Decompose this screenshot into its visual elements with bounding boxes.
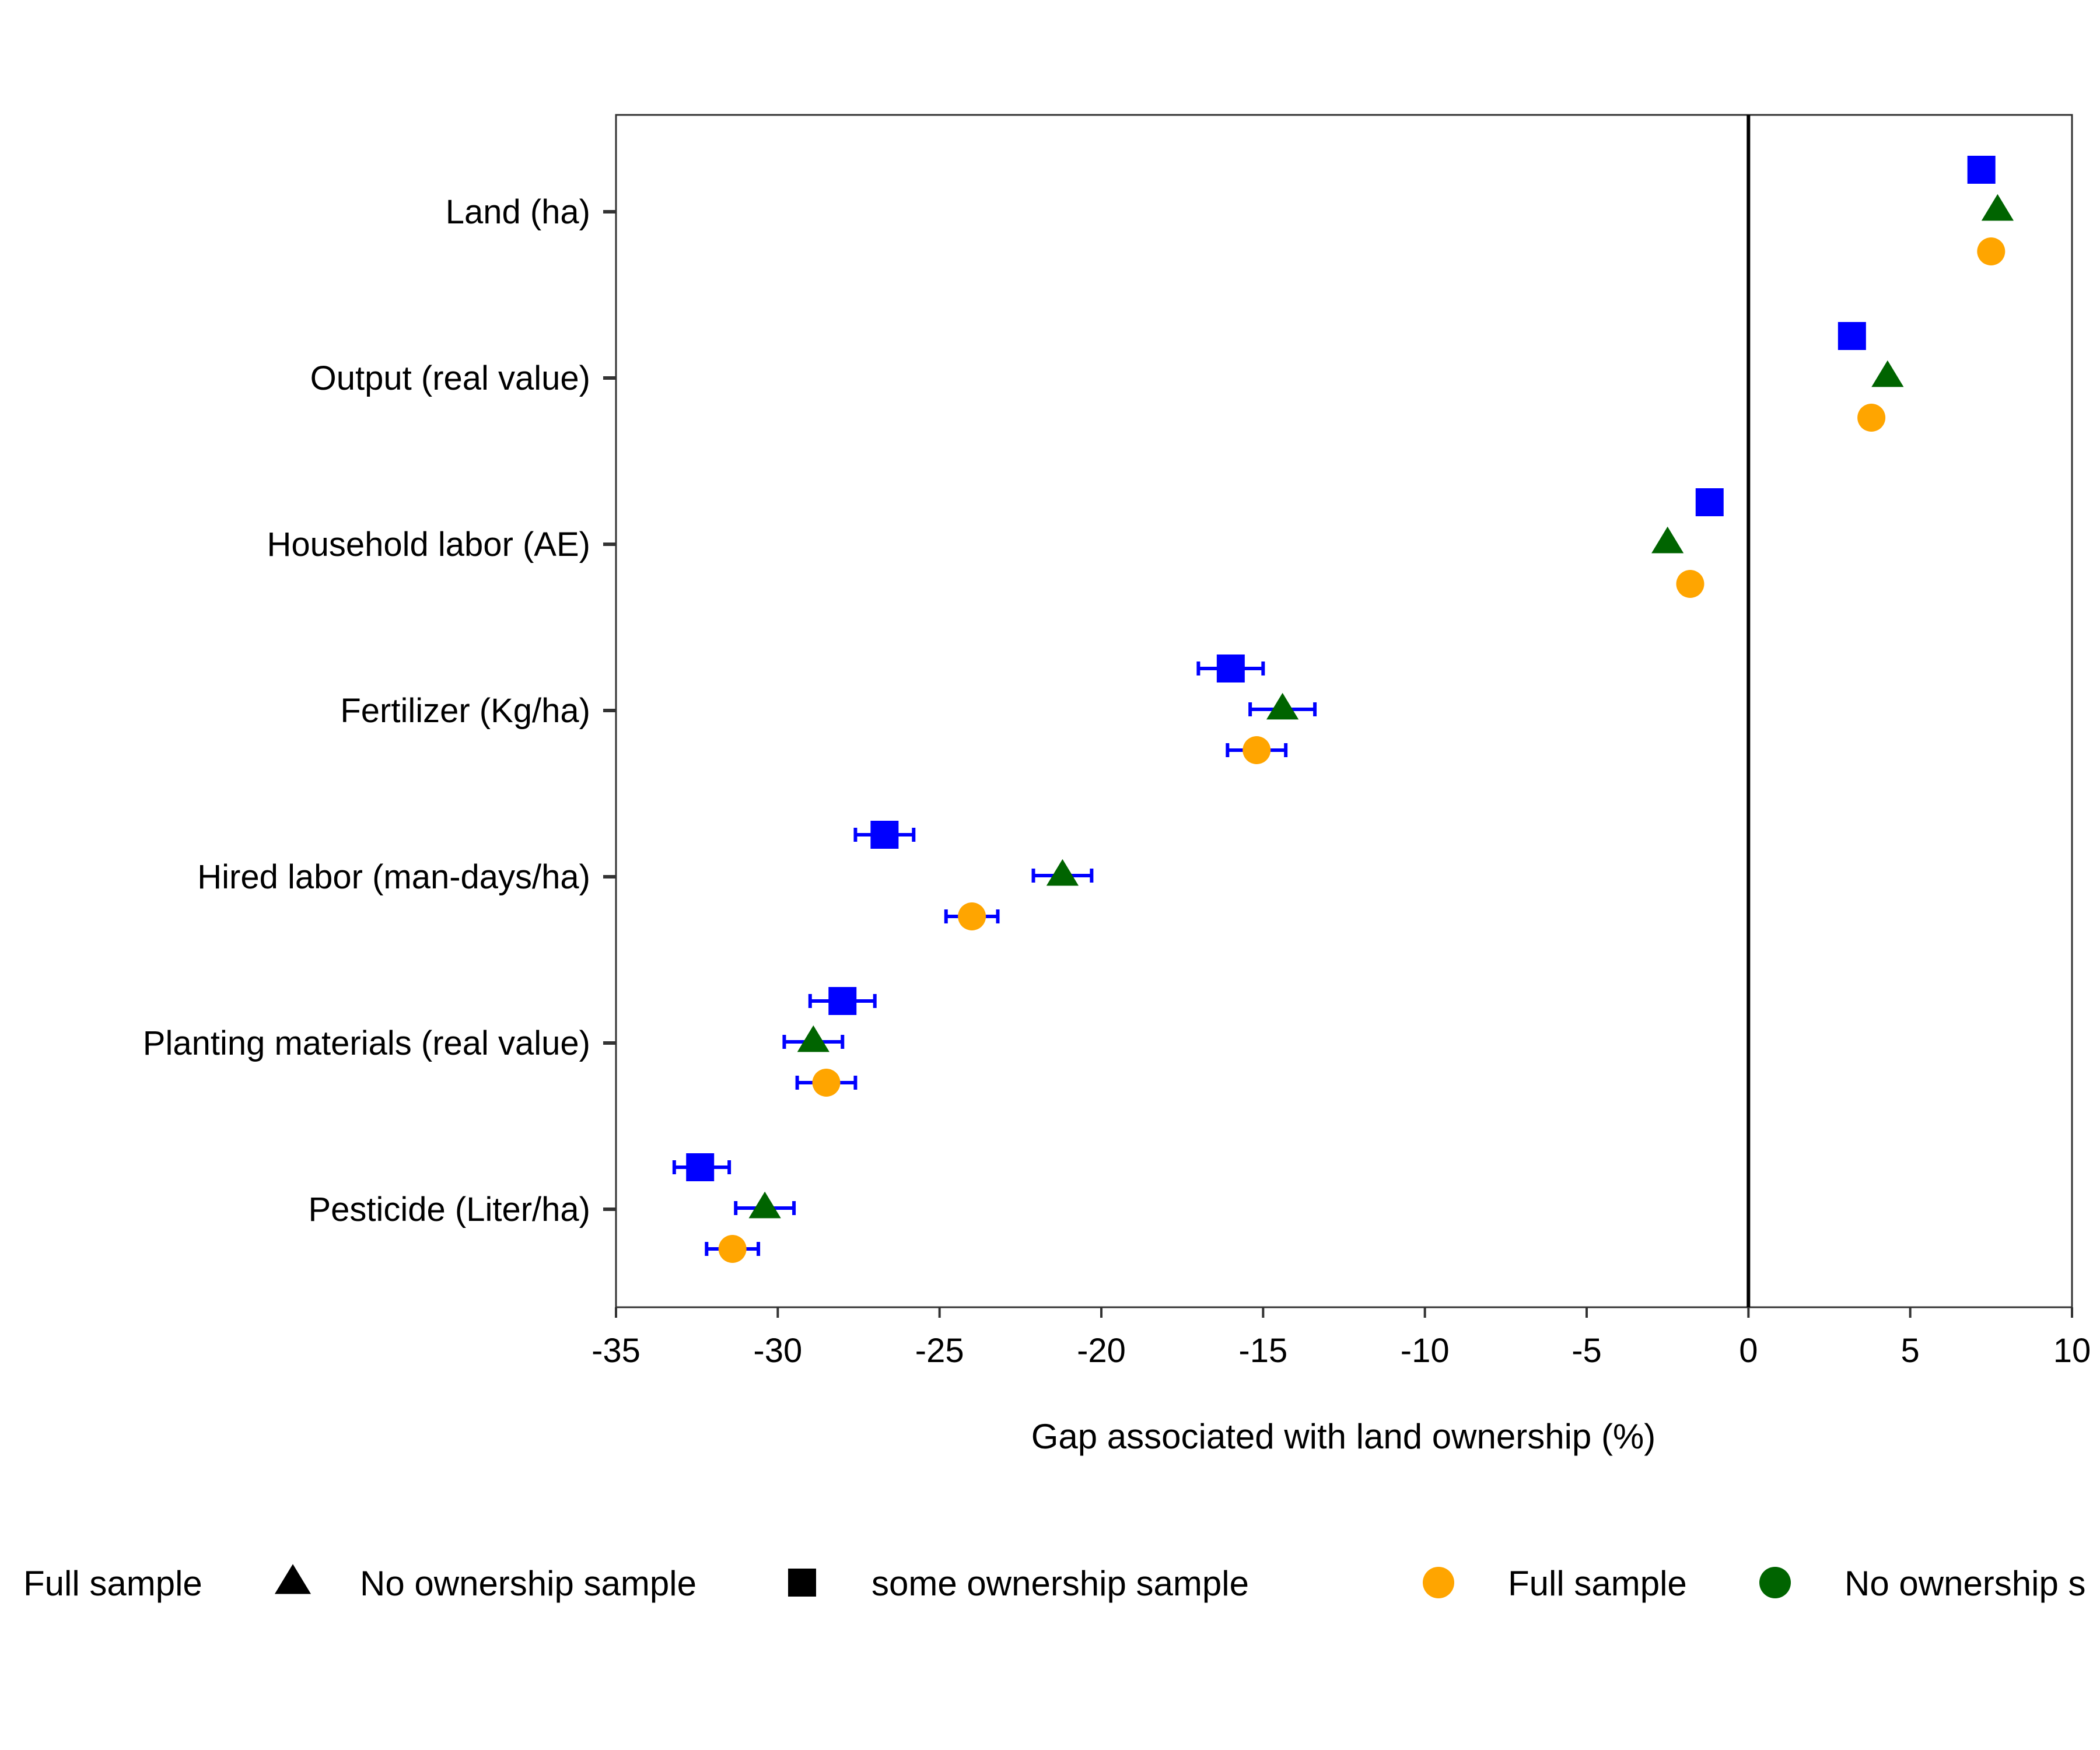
plot-border: [615, 114, 2073, 1308]
x-tick-label: -25: [915, 1332, 964, 1370]
y-tick-label: Household labor (AE): [267, 526, 590, 564]
y-tick-label: Fertilizer (Kg/ha): [340, 692, 590, 730]
y-tick-label: Land (ha): [446, 193, 590, 231]
data-point-triangle: [1981, 194, 2014, 221]
x-tick-label: -15: [1238, 1332, 1287, 1370]
x-tick-label: -5: [1572, 1332, 1602, 1370]
data-point-square: [828, 987, 857, 1015]
x-tick-label: 10: [2053, 1332, 2091, 1370]
x-axis-title: Gap associated with land ownership (%): [1031, 1417, 1656, 1456]
legend-label: No ownership s: [1845, 1564, 2086, 1603]
data-point-square: [1967, 156, 1996, 184]
x-tick-label: -35: [592, 1332, 640, 1370]
legend-triangle-icon: [274, 1564, 312, 1594]
x-tick-label: 5: [1901, 1332, 1920, 1370]
data-point-triangle: [1871, 360, 1904, 387]
data-point-circle: [1857, 404, 1886, 432]
data-point-circle: [958, 902, 986, 930]
data-point-circle: [1977, 237, 2006, 265]
data-point-circle: [718, 1235, 747, 1263]
x-tick-label: -20: [1077, 1332, 1126, 1370]
data-point-square: [1695, 488, 1724, 516]
data-point-circle: [1242, 736, 1271, 764]
y-tick-label: Planting materials (real value): [143, 1024, 590, 1062]
legend-label: some ownership sample: [872, 1564, 1249, 1603]
legend: Full sample No ownership sample some owner…: [23, 1564, 2086, 1603]
data-point-triangle: [1046, 859, 1079, 886]
x-tick-label: 0: [1739, 1332, 1758, 1370]
legend-label: No ownership sample: [360, 1564, 696, 1603]
legend-square-icon: [788, 1569, 816, 1597]
data-point-triangle: [1266, 692, 1299, 720]
data-point-square: [1838, 322, 1866, 350]
legend-title: Full sample: [23, 1564, 202, 1603]
legend-circle-icon: [1423, 1567, 1454, 1598]
y-tick-label: Output (real value): [310, 359, 590, 397]
data-point-square: [686, 1153, 715, 1181]
plot-area: -35 -30 -25 -20 -15 -10 -5 0 5 10 Land (ha) Output …: [143, 114, 2091, 1370]
legend-label: Full sample: [1508, 1564, 1687, 1603]
y-tick-label: Hired labor (man-days/ha): [197, 858, 590, 896]
data-point-square: [1216, 654, 1245, 682]
data-point-triangle: [748, 1191, 781, 1219]
x-tick-label: -10: [1401, 1332, 1450, 1370]
legend-circle-icon: [1759, 1567, 1791, 1598]
data-point-circle: [812, 1069, 841, 1097]
y-tick-label: Pesticide (Liter/ha): [308, 1191, 590, 1228]
x-tick-label: -30: [753, 1332, 802, 1370]
data-point-circle: [1676, 570, 1704, 598]
data-point-triangle: [797, 1025, 830, 1052]
data-point-triangle: [1651, 526, 1684, 554]
data-point-square: [870, 821, 899, 849]
